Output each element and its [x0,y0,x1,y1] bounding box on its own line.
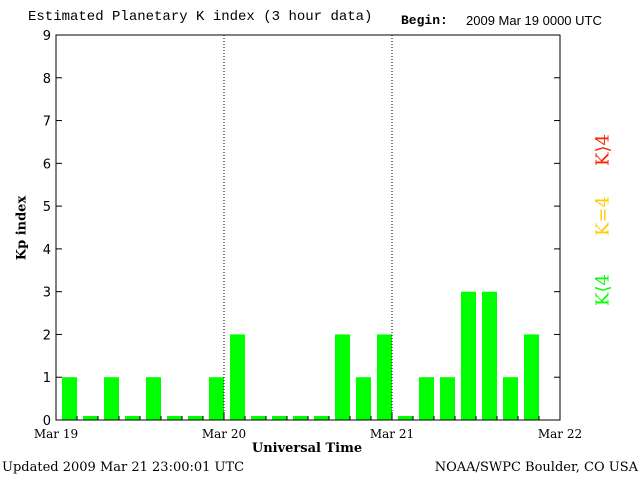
bar-11 [293,416,308,420]
bar-15 [377,334,392,420]
legend-low: K⟨4 [593,274,614,306]
ytick-label-9: 9 [43,29,51,44]
x-axis: Mar 19 Mar 20 Mar 21 Mar 22 [34,412,582,441]
x-axis-label: Universal Time [251,441,363,456]
begin-value: 2009 Mar 19 0000 UTC [466,13,602,28]
bar-4 [146,377,161,420]
ytick-label-1: 1 [43,371,51,386]
ytick-label-2: 2 [43,328,51,343]
updated-timestamp: Updated 2009 Mar 21 23:00:01 UTC [2,460,245,475]
bar-9 [251,416,266,420]
bar-20 [482,291,497,420]
ytick-label-6: 6 [43,157,51,172]
chart-title: Estimated Planetary K index (3 hour data… [28,9,373,25]
legend-equal: K=4 [593,196,614,236]
bar-6 [188,416,203,420]
bar-12 [314,416,329,420]
bar-0 [62,377,77,420]
bar-10 [272,416,287,420]
bar-13 [335,334,350,420]
day-separators [223,35,393,420]
bar-2 [104,377,119,420]
bars-layer [62,291,539,420]
ytick-label-0: 0 [43,414,51,429]
bar-14 [356,377,371,420]
bar-8 [230,334,245,420]
xtick-label-3: Mar 22 [538,427,582,441]
ytick-label-5: 5 [43,200,51,215]
bar-17 [419,377,434,420]
y-axis: 0 1 2 3 4 5 6 7 8 9 [43,29,560,429]
begin-label: Begin: [401,13,448,28]
bar-3 [125,416,140,420]
bar-1 [83,416,98,420]
ytick-label-7: 7 [43,115,51,130]
y-axis-label: Kp index [14,195,30,261]
legend-high: K⟩4 [593,134,614,166]
source-credit: NOAA/SWPC Boulder, CO USA [434,460,638,475]
legend-equal-label: K=4 [592,196,614,236]
bar-21 [503,377,518,420]
xtick-label-2: Mar 21 [370,427,414,441]
bar-16 [398,416,413,420]
xtick-label-1: Mar 20 [202,427,246,441]
xtick-label-0: Mar 19 [34,427,78,441]
ytick-label-8: 8 [43,72,51,87]
legend-low-label: K⟨4 [592,274,614,306]
ytick-label-3: 3 [43,286,51,301]
bar-5 [167,416,182,420]
bar-22 [524,334,539,420]
ytick-label-4: 4 [43,243,51,258]
bar-19 [461,291,476,420]
bar-18 [440,377,455,420]
bar-7 [209,377,224,420]
legend-high-label: K⟩4 [592,134,614,166]
